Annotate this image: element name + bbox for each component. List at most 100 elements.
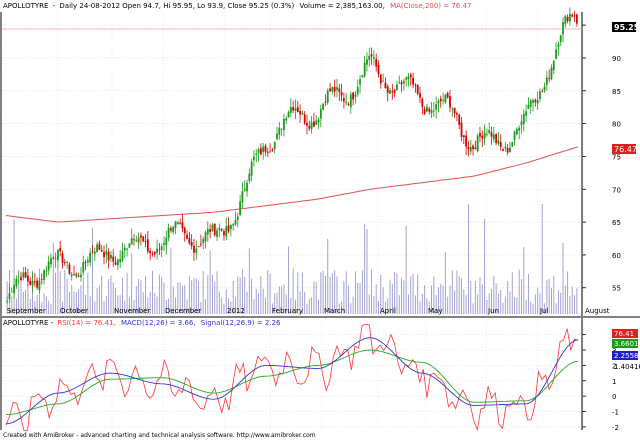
- indicator-tick-label: 1: [612, 378, 616, 386]
- candle-body: [435, 104, 438, 110]
- candle-body: [483, 132, 486, 139]
- candle-body: [338, 88, 341, 92]
- candle-body: [22, 272, 25, 278]
- price-tick-label: 65: [612, 219, 621, 227]
- candle-body: [389, 90, 391, 94]
- month-label: May: [428, 307, 442, 315]
- candle-body: [27, 275, 29, 282]
- candle-body: [370, 54, 373, 57]
- candle-body: [142, 236, 145, 242]
- candle-body: [93, 251, 96, 254]
- candle-body: [45, 270, 48, 272]
- candle-body: [146, 239, 149, 252]
- candle-body: [552, 60, 555, 71]
- price-tick-label: 55: [612, 285, 621, 293]
- candle-body: [38, 280, 41, 290]
- candle-body: [393, 89, 396, 93]
- signal-badge-bg: [612, 351, 638, 360]
- candle-body: [354, 94, 357, 97]
- candle-body: [402, 80, 405, 84]
- price-tick-label: 60: [612, 252, 621, 260]
- candle-body: [543, 86, 546, 91]
- candle-body: [363, 62, 366, 77]
- candle-body: [24, 272, 27, 278]
- candle-body: [525, 111, 528, 116]
- candle-body: [43, 270, 45, 280]
- candle-body: [89, 252, 92, 263]
- candle-body: [202, 239, 205, 244]
- candle-body: [347, 104, 350, 105]
- candle-body: [243, 188, 246, 191]
- header-info: Daily 24-08-2012 Open 94.7, Hi 95.95, Lo…: [59, 2, 294, 10]
- candle-body: [340, 92, 343, 96]
- candle-body: [342, 98, 345, 102]
- indicator-tick-label: 0: [612, 393, 616, 401]
- candle-body: [306, 123, 308, 126]
- candle-body: [195, 248, 198, 254]
- candle-body: [225, 226, 228, 237]
- candle-body: [167, 227, 170, 238]
- candle-body: [453, 107, 456, 114]
- candle-body: [289, 106, 292, 113]
- ind-header-macd: MACD(12,26) = 3.66,: [121, 319, 196, 327]
- candle-body: [379, 74, 382, 84]
- header-volume: Volume = 2,385,163.00,: [300, 2, 385, 10]
- candle-body: [449, 96, 451, 108]
- candle-body: [66, 261, 69, 263]
- candle-body: [322, 103, 325, 110]
- candle-body: [504, 146, 507, 149]
- candle-body: [116, 259, 119, 266]
- candle-body: [186, 234, 188, 239]
- candle-body: [40, 278, 43, 280]
- ma-badge: 76.47: [614, 145, 637, 154]
- candle-body: [276, 133, 278, 140]
- candle-body: [472, 145, 474, 150]
- candle-body: [56, 249, 59, 261]
- price-candles: [6, 7, 578, 304]
- candle-body: [460, 122, 463, 137]
- candle-body: [488, 130, 491, 134]
- candle-body: [250, 161, 253, 176]
- candle-body: [63, 262, 66, 264]
- candle-body: [391, 91, 394, 93]
- candle-body: [6, 300, 9, 302]
- candle-body: [29, 280, 32, 285]
- last-price-badge: 95.25: [614, 23, 640, 32]
- candle-body: [128, 243, 131, 248]
- candle-body: [176, 222, 179, 224]
- candle-body: [529, 100, 532, 107]
- candle-body: [271, 149, 274, 151]
- candle-body: [172, 227, 175, 233]
- candle-body: [467, 146, 470, 150]
- candle-body: [248, 173, 251, 181]
- candle-body: [140, 235, 142, 238]
- candle-body: [52, 257, 55, 259]
- candle-body: [153, 251, 156, 255]
- candle-body: [384, 82, 387, 88]
- candle-body: [375, 58, 378, 67]
- candle-body: [442, 99, 444, 101]
- candle-body: [236, 216, 239, 220]
- candle-body: [518, 127, 521, 131]
- candle-body: [368, 55, 371, 61]
- rsi-line: [5, 324, 579, 432]
- candle-body: [126, 248, 128, 250]
- candle-body: [59, 247, 62, 252]
- candle-body: [548, 78, 551, 80]
- candle-body: [432, 110, 435, 112]
- candle-body: [10, 291, 13, 293]
- candle-body: [285, 118, 288, 121]
- candle-body: [555, 49, 557, 59]
- candle-body: [356, 87, 359, 95]
- candle-body: [536, 100, 539, 104]
- candle-body: [451, 108, 454, 110]
- candle-body: [174, 221, 177, 228]
- candle-body: [315, 120, 318, 125]
- candle-body: [239, 201, 242, 215]
- candle-body: [193, 245, 195, 253]
- candle-body: [241, 191, 244, 203]
- candle-body: [409, 74, 412, 78]
- candle-body: [522, 113, 525, 124]
- candle-body: [218, 228, 221, 231]
- candle-body: [209, 229, 212, 233]
